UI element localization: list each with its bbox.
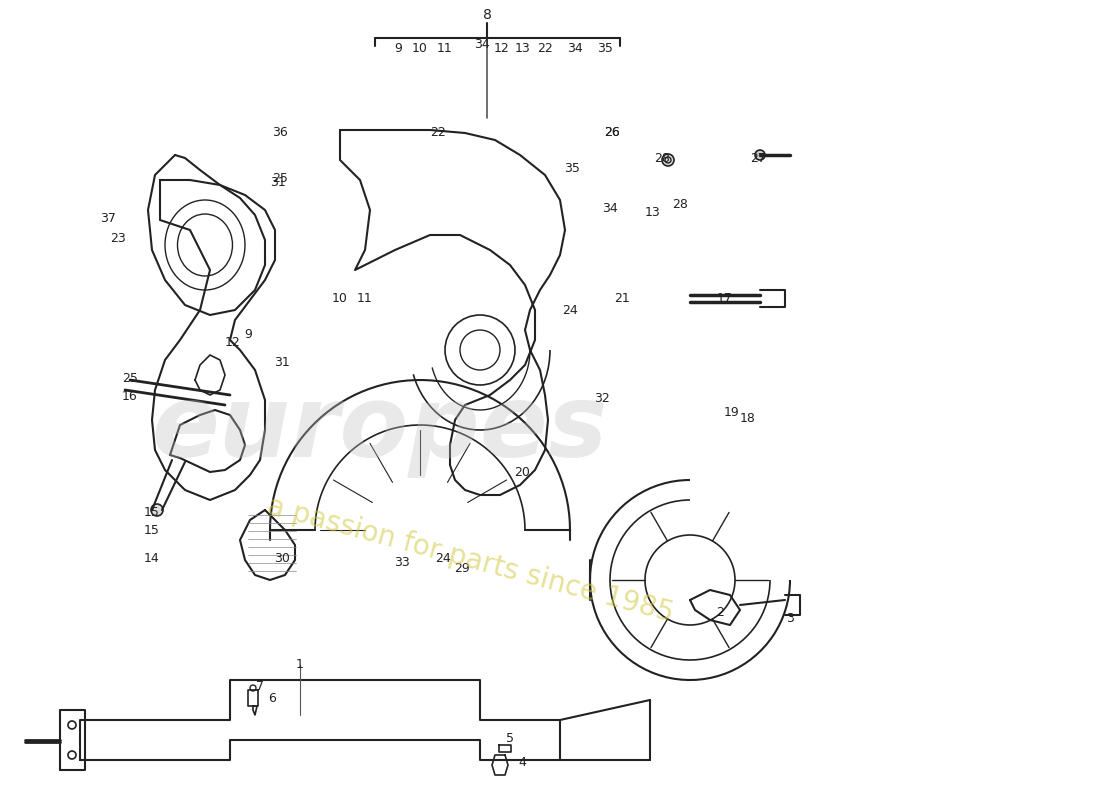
Text: 33: 33 [394, 555, 410, 569]
Text: 34: 34 [602, 202, 618, 214]
Circle shape [662, 154, 674, 166]
Text: 16: 16 [122, 390, 138, 403]
Text: 32: 32 [594, 391, 609, 405]
Text: 26: 26 [604, 126, 620, 139]
Text: 35: 35 [564, 162, 580, 174]
Text: 12: 12 [226, 335, 241, 349]
Text: 1: 1 [296, 658, 304, 671]
Text: 9: 9 [244, 329, 252, 342]
Text: 10: 10 [412, 42, 428, 54]
Text: 28: 28 [654, 151, 670, 165]
Text: 24: 24 [562, 303, 578, 317]
Text: 22: 22 [537, 42, 553, 54]
Text: europes: europes [152, 382, 608, 478]
Text: 19: 19 [724, 406, 740, 418]
Text: 2: 2 [716, 606, 724, 619]
Text: a passion for parts since 1985: a passion for parts since 1985 [264, 492, 676, 628]
Text: 29: 29 [454, 562, 470, 574]
Text: 28: 28 [672, 198, 688, 211]
Text: 21: 21 [614, 291, 630, 305]
Text: 4: 4 [518, 757, 526, 770]
Text: 20: 20 [514, 466, 530, 478]
Text: 9: 9 [394, 42, 402, 54]
Text: 25: 25 [272, 171, 288, 185]
Text: 11: 11 [358, 291, 373, 305]
Text: 35: 35 [597, 42, 613, 54]
Text: 25: 25 [122, 371, 138, 385]
Text: 11: 11 [437, 42, 453, 54]
Text: 26: 26 [604, 126, 620, 139]
Text: 12: 12 [494, 42, 510, 54]
Text: 23: 23 [110, 231, 125, 245]
Text: 31: 31 [271, 175, 286, 189]
Text: 13: 13 [515, 42, 531, 54]
Text: 7: 7 [256, 679, 264, 693]
Circle shape [755, 150, 764, 160]
Text: 17: 17 [717, 291, 733, 305]
Text: 34: 34 [474, 38, 490, 51]
Text: 5: 5 [506, 731, 514, 745]
Text: 6: 6 [268, 691, 276, 705]
Text: 3: 3 [786, 611, 794, 625]
Text: 8: 8 [483, 8, 492, 22]
Text: 36: 36 [272, 126, 288, 138]
Text: 27: 27 [750, 151, 766, 165]
Text: 18: 18 [740, 411, 756, 425]
Text: 37: 37 [100, 211, 116, 225]
Text: 10: 10 [332, 291, 348, 305]
Text: 15: 15 [144, 506, 159, 518]
Circle shape [151, 504, 163, 516]
Text: 34: 34 [568, 42, 583, 54]
Text: 31: 31 [274, 355, 290, 369]
Text: 24: 24 [436, 551, 451, 565]
Text: 15: 15 [144, 523, 159, 537]
Text: 22: 22 [430, 126, 446, 139]
Text: 14: 14 [144, 551, 159, 565]
Text: 30: 30 [274, 551, 290, 565]
Text: 13: 13 [645, 206, 661, 218]
